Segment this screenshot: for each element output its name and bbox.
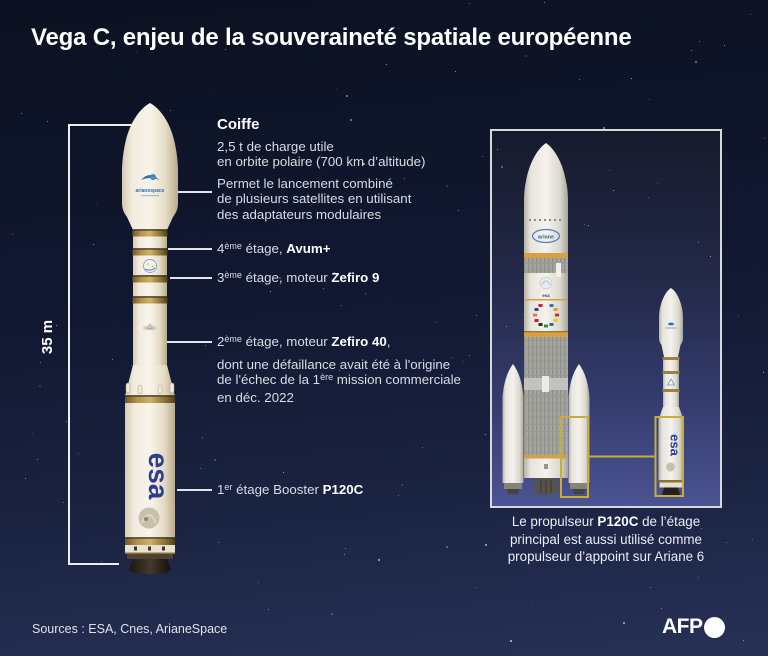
svg-text:esa: esa bbox=[542, 293, 550, 298]
coiffe-payload-text: 2,5 t de charge utile en orbite polaire … bbox=[217, 139, 426, 170]
esa-wordmark-small: esa bbox=[668, 434, 683, 456]
connector-stage3 bbox=[170, 277, 212, 279]
measurement-bracket-bottom bbox=[68, 563, 119, 565]
svg-text:ariane: ariane bbox=[538, 235, 554, 241]
measurement-bracket-top bbox=[68, 124, 137, 126]
vega-c-rocket-illustration: arianespace esa bbox=[122, 103, 178, 575]
stage4-label: 4ème étage, Avum+ bbox=[217, 241, 331, 256]
stage1-label: 1er étage Booster P120C bbox=[217, 482, 364, 497]
interstage-transition bbox=[125, 365, 175, 396]
panel-caption: Le propulseur P120C de l’étage principal… bbox=[507, 514, 705, 564]
afp-logo-circle-icon bbox=[703, 616, 725, 638]
p120c-highlight bbox=[560, 416, 684, 498]
comparison-panel: ariane esa bbox=[490, 129, 722, 508]
fairing: arianespace bbox=[122, 103, 178, 230]
stage3-label: 3ème étage, moteur Zefiro 9 bbox=[217, 270, 380, 285]
esa-emblem bbox=[138, 507, 160, 529]
sources-credit: Sources : ESA, Cnes, ArianeSpace bbox=[32, 622, 228, 636]
connector-stage2 bbox=[167, 341, 212, 343]
vega-c-small-rocket: esa bbox=[658, 288, 684, 497]
measurement-bracket-side bbox=[68, 124, 70, 565]
engine-nozzle bbox=[129, 559, 171, 575]
coiffe-description-text: Permet le lancement combiné de plusieurs… bbox=[217, 176, 412, 222]
esa-wordmark: esa bbox=[143, 453, 174, 500]
first-stage-booster: esa bbox=[125, 395, 175, 575]
svg-text:arianespace: arianespace bbox=[136, 188, 165, 194]
ariane-logo: ariane bbox=[531, 228, 561, 244]
connector-coiffe bbox=[178, 191, 212, 193]
ariane6-rocket: ariane esa bbox=[502, 143, 590, 495]
rocket-height-label: 35 m bbox=[39, 319, 56, 355]
arianespace-logo: arianespace bbox=[136, 174, 165, 197]
connector-stage1 bbox=[177, 489, 212, 491]
connector-stage4 bbox=[168, 248, 212, 250]
eu-flags-ring bbox=[533, 302, 559, 328]
stage2-label: 2ème étage, moteur Zefiro 40, bbox=[217, 334, 391, 349]
stage2-description: dont une défaillance avait été à l'origi… bbox=[217, 357, 461, 405]
afp-logo-text: AFP bbox=[662, 615, 703, 638]
vega-small-nozzle bbox=[662, 487, 680, 497]
upper-stages bbox=[132, 229, 168, 365]
infographic-title: Vega C, enjeu de la souveraineté spatial… bbox=[31, 24, 632, 51]
comparison-illustration: ariane esa bbox=[502, 143, 684, 498]
vega-logo bbox=[143, 259, 157, 273]
esa-logo-ariane: esa bbox=[539, 276, 553, 298]
coiffe-heading: Coiffe bbox=[217, 116, 260, 133]
afp-logo: AFP bbox=[662, 615, 725, 639]
